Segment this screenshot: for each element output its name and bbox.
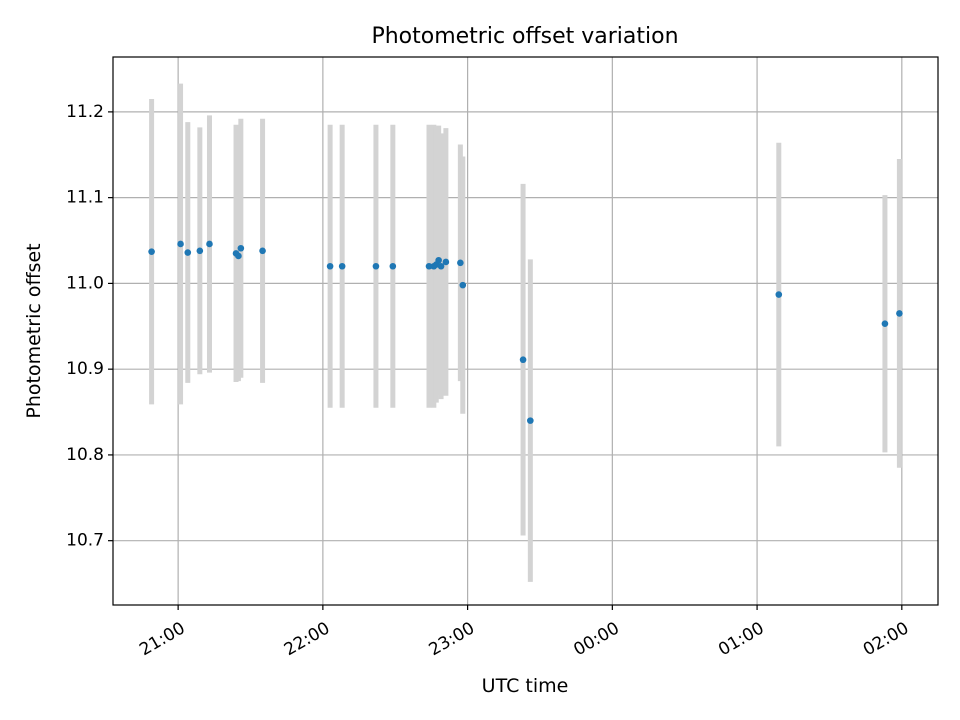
- x-tick-label: 00:00: [570, 618, 622, 660]
- data-point: [881, 320, 889, 328]
- data-point: [338, 262, 346, 270]
- y-tick-label: 10.7: [66, 531, 104, 551]
- data-point: [372, 262, 380, 270]
- data-point: [206, 240, 213, 248]
- chart-title: Photometric offset variation: [371, 24, 678, 49]
- y-tick-label: 11.2: [66, 102, 104, 122]
- data-point: [184, 249, 192, 256]
- data-point: [326, 262, 334, 270]
- data-point: [442, 258, 450, 266]
- data-point: [775, 291, 783, 298]
- x-tick-label: 21:00: [136, 618, 188, 660]
- data-point: [459, 281, 467, 289]
- data-point: [148, 248, 155, 255]
- data-point: [896, 310, 903, 317]
- x-axis-ticks: 21:00 22:00 23:00 00:00 01:00 02:00: [136, 605, 912, 660]
- data-point: [389, 262, 397, 270]
- x-tick-label: 22:00: [281, 618, 333, 660]
- error-bars: [149, 83, 902, 582]
- data-point: [437, 262, 445, 270]
- y-tick-label: 10.9: [66, 359, 104, 379]
- data-point: [235, 252, 242, 260]
- y-tick-label: 10.8: [66, 445, 104, 465]
- x-tick-label: 01:00: [715, 618, 767, 660]
- plot-frame: [112, 56, 939, 606]
- data-point: [196, 247, 204, 255]
- data-point: [527, 417, 534, 424]
- data-point: [519, 356, 527, 364]
- data-point: [237, 244, 245, 252]
- x-tick-label: 23:00: [426, 618, 478, 660]
- data-point: [259, 247, 266, 255]
- data-point: [435, 256, 442, 264]
- y-tick-label: 11.1: [66, 188, 104, 208]
- data-point: [177, 240, 184, 248]
- x-axis-label: UTC time: [482, 675, 569, 697]
- data-point: [425, 262, 433, 270]
- y-axis-ticks: 10.7 10.8 10.9 11.0 11.1 11.2: [66, 102, 113, 551]
- x-tick-label: 02:00: [860, 618, 912, 660]
- y-axis-label: Photometric offset: [23, 243, 45, 418]
- data-points: [148, 240, 903, 424]
- y-tick-label: 11.0: [66, 273, 104, 293]
- data-point: [457, 259, 464, 267]
